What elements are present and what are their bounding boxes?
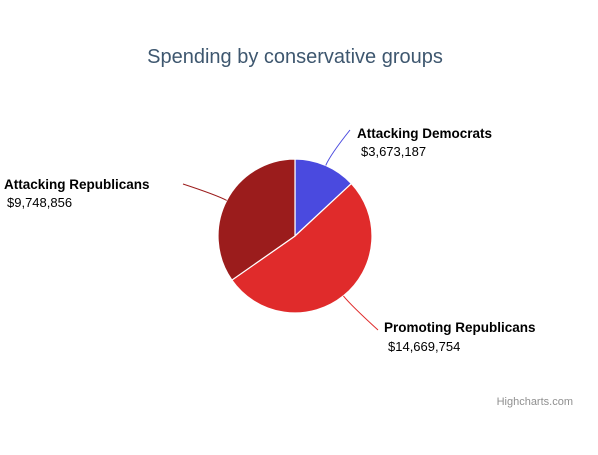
pie-slice-attacking-democrats[interactable] (294, 158, 353, 238)
credits-link[interactable]: Highcharts.com (497, 396, 573, 408)
slice-label-attacking-republicans: Attacking Republicans (4, 177, 150, 192)
slice-value-attacking-republicans: $9,748,856 (7, 195, 72, 210)
connector-attacking-republicans (182, 183, 227, 201)
label-connectors (182, 129, 379, 331)
pie-slice-promoting-republicans[interactable] (231, 182, 373, 314)
connector-promoting-republicans (342, 295, 379, 331)
slice-labels: Attacking Democrats $3,673,187 Promoting R… (4, 126, 536, 354)
pie-slices (217, 158, 373, 314)
slice-label-attacking-democrats: Attacking Democrats (357, 126, 492, 141)
pie-slice-attacking-republicans[interactable] (217, 158, 296, 281)
slice-label-promoting-republicans: Promoting Republicans (384, 320, 536, 335)
connector-attacking-democrats (325, 129, 351, 166)
chart-title: Spending by conservative groups (147, 46, 443, 68)
slice-value-attacking-democrats: $3,673,187 (361, 144, 426, 159)
slice-value-promoting-republicans: $14,669,754 (388, 339, 460, 354)
